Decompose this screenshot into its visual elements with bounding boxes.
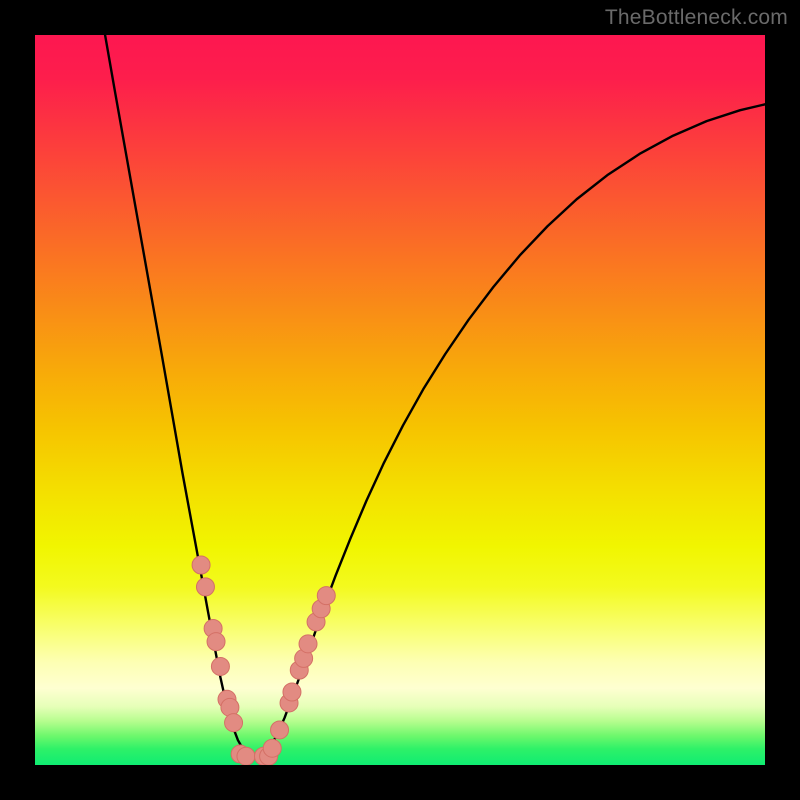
- marker-dot: [237, 747, 255, 765]
- marker-dot: [299, 635, 317, 653]
- marker-dot: [317, 587, 335, 605]
- marker-dot: [192, 556, 210, 574]
- watermark-text: TheBottleneck.com: [605, 6, 788, 30]
- marker-dot: [263, 739, 281, 757]
- plot-area: [35, 35, 765, 765]
- marker-dot: [196, 578, 214, 596]
- marker-dot: [207, 633, 225, 651]
- marker-dot: [211, 657, 229, 675]
- bottleneck-curve: [35, 35, 765, 765]
- outer-frame: TheBottleneck.com: [0, 0, 800, 800]
- marker-dot: [283, 683, 301, 701]
- marker-dot: [225, 714, 243, 732]
- marker-dot: [271, 721, 289, 739]
